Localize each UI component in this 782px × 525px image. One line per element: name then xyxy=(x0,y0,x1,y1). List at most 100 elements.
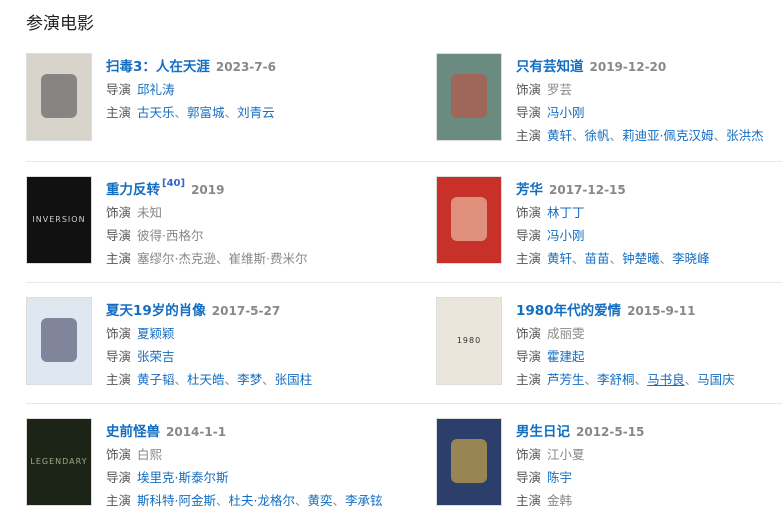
film-title-link[interactable]: 芳华 xyxy=(516,182,543,198)
person-director[interactable]: 张荣吉 xyxy=(137,349,175,364)
separator: 、 xyxy=(224,105,238,120)
person-cast[interactable]: 李梦 xyxy=(237,372,263,387)
film-row: 夏天19岁的肖像 2017-5-27 饰演 夏颖颖 导演 张荣吉 主演 黄子韬、杜天皓、李梦、… xyxy=(26,282,782,404)
person-cast[interactable]: 马国庆 xyxy=(697,372,735,387)
person-cast[interactable]: 黄轩 xyxy=(547,251,573,266)
person-cast[interactable]: 刘青云 xyxy=(237,105,275,120)
person-cast[interactable]: 张洪杰 xyxy=(726,128,764,143)
film-director-line: 导演 彼得·西格尔 xyxy=(106,228,308,244)
person-cast[interactable]: 李舒桐 xyxy=(597,372,635,387)
cast-label: 主演 xyxy=(516,372,542,387)
person-director[interactable]: 冯小刚 xyxy=(547,228,585,243)
film-card: 夏天19岁的肖像 2017-5-27 饰演 夏颖颖 导演 张荣吉 主演 黄子韬、杜天皓、李梦、… xyxy=(26,297,426,397)
film-cast-line: 主演 古天乐、郭富城、刘青云 xyxy=(106,105,276,121)
person-cast[interactable]: 斯科特·阿金斯 xyxy=(137,493,216,508)
film-heading: 夏天19岁的肖像 2017-5-27 xyxy=(106,299,312,319)
film-info: 男生日记 2012-5-15 饰演 江小夏 导演 陈宇 主演 金韩 xyxy=(516,420,644,509)
person-cast[interactable]: 李晓峰 xyxy=(672,251,710,266)
film-card: INVERSION 重力反转 [40] 2019 饰演 未知导演 彼得·西格尔 主演 塞缪尔·杰… xyxy=(26,176,426,276)
film-row: LEGENDARY 史前怪兽 2014-1-1 饰演 白熙 导演 埃里克·斯泰尔斯 主演 斯科特… xyxy=(26,403,782,525)
person-cast[interactable]: 芦芳生 xyxy=(547,372,585,387)
separator: 、 xyxy=(262,372,275,387)
poster-art xyxy=(41,318,77,362)
film-info: 只有芸知道 2019-12-20 饰演 罗芸 导演 冯小刚 主演 黄轩、徐帆、莉迪亚·佩克汉姆… xyxy=(516,55,764,144)
separator: 、 xyxy=(713,128,727,143)
person-cast[interactable]: 古天乐 xyxy=(137,105,175,120)
person-director[interactable]: 冯小刚 xyxy=(547,105,585,120)
film-title-link[interactable]: 1980年代的爱情 xyxy=(516,303,622,319)
film-info: 芳华 2017-12-15 饰演 林丁丁 导演 冯小刚 主演 黄轩、苗苗、钟楚曦、李晓峰 xyxy=(516,178,710,267)
film-title-link[interactable]: 男生日记 xyxy=(516,424,570,440)
film-role-line: 饰演 未知 xyxy=(106,205,308,221)
person-role: 罗芸 xyxy=(547,82,573,97)
poster-art xyxy=(451,439,487,483)
person-cast[interactable]: 钟楚曦 xyxy=(622,251,660,266)
separator: 、 xyxy=(609,251,623,266)
person-role: 未知 xyxy=(137,205,163,220)
film-poster[interactable]: 1980 xyxy=(436,297,502,385)
film-cast-line: 主演 黄轩、苗苗、钟楚曦、李晓峰 xyxy=(516,251,710,267)
film-poster[interactable] xyxy=(436,418,502,506)
film-date: 2019 xyxy=(191,183,225,197)
cast-label: 主演 xyxy=(516,493,542,508)
person-cast[interactable]: 黄轩 xyxy=(547,128,573,143)
film-title-link[interactable]: 重力反转 xyxy=(106,182,160,198)
film-card: 男生日记 2012-5-15 饰演 江小夏 导演 陈宇 主演 金韩 xyxy=(436,418,782,518)
film-poster[interactable]: INVERSION xyxy=(26,176,92,264)
film-cast-line: 主演 黄子韬、杜天皓、李梦、张国柱 xyxy=(106,372,312,388)
person-cast[interactable]: 徐帆 xyxy=(584,128,610,143)
cast-label: 主演 xyxy=(106,105,132,120)
director-label: 导演 xyxy=(516,105,542,120)
film-title-link[interactable]: 夏天19岁的肖像 xyxy=(106,303,206,319)
person-cast[interactable]: 杜夫·龙格尔 xyxy=(228,493,295,508)
person-cast[interactable]: 张国柱 xyxy=(274,372,313,387)
film-poster[interactable]: LEGENDARY xyxy=(26,418,92,506)
film-title-link[interactable]: 只有芸知道 xyxy=(516,59,584,75)
film-cast-line: 主演 黄轩、徐帆、莉迪亚·佩克汉姆、张洪杰 xyxy=(516,128,764,144)
person-cast[interactable]: 苗苗 xyxy=(584,251,610,266)
separator: 、 xyxy=(634,372,648,387)
film-director-line: 导演 张荣吉 xyxy=(106,349,312,365)
section-title: 参演电影 xyxy=(26,14,94,34)
poster-text: 1980 xyxy=(456,336,482,345)
film-row: 扫毒3：人在天涯 2023-7-6 导演 邱礼涛 主演 古天乐、郭富城、刘青云 只有芸知道 2… xyxy=(26,53,782,175)
poster-art xyxy=(41,74,77,118)
film-title-link[interactable]: 扫毒3：人在天涯 xyxy=(106,59,210,75)
person-role[interactable]: 林丁丁 xyxy=(547,205,585,220)
person-director[interactable]: 陈宇 xyxy=(547,470,573,485)
person-cast[interactable]: 杜天皓 xyxy=(187,372,225,387)
cast-label: 主演 xyxy=(106,372,132,387)
film-poster[interactable] xyxy=(26,53,92,141)
person-role[interactable]: 夏颖颖 xyxy=(137,326,175,341)
film-role-line: 饰演 罗芸 xyxy=(516,82,764,98)
citation-ref[interactable]: [40] xyxy=(162,178,186,189)
film-cast-line: 主演 金韩 xyxy=(516,493,644,509)
person-cast[interactable]: 马书良 xyxy=(647,372,685,387)
film-poster[interactable] xyxy=(436,176,502,264)
film-title-link[interactable]: 史前怪兽 xyxy=(106,424,160,440)
person-director[interactable]: 霍建起 xyxy=(547,349,585,364)
person-director[interactable]: 埃里克·斯泰尔斯 xyxy=(137,470,229,485)
person-director: 彼得·西格尔 xyxy=(137,228,204,243)
person-cast[interactable]: 莉迪亚·佩克汉姆 xyxy=(622,128,714,143)
poster-art xyxy=(451,197,487,241)
film-role-line: 饰演 林丁丁 xyxy=(516,205,710,221)
person-cast[interactable]: 黄子韬 xyxy=(137,372,175,387)
person-cast[interactable]: 李承铉 xyxy=(345,493,383,508)
film-heading: 史前怪兽 2014-1-1 xyxy=(106,420,383,440)
person-role: 白熙 xyxy=(137,447,163,462)
film-date: 2012-5-15 xyxy=(576,425,645,439)
person-director[interactable]: 邱礼涛 xyxy=(137,82,175,97)
person-cast[interactable]: 郭富城 xyxy=(187,105,225,120)
film-card: LEGENDARY 史前怪兽 2014-1-1 饰演 白熙 导演 埃里克·斯泰尔斯 主演 斯科特… xyxy=(26,418,426,518)
film-cast-line: 主演 斯科特·阿金斯、杜夫·龙格尔、黄奕、李承铉 xyxy=(106,493,383,509)
role-label: 饰演 xyxy=(516,447,542,462)
cast-label: 主演 xyxy=(106,251,132,266)
poster-text: INVERSION xyxy=(32,215,86,224)
film-poster[interactable] xyxy=(436,53,502,141)
separator: 、 xyxy=(684,372,698,387)
person-cast: 塞缪尔·杰克逊 xyxy=(137,251,216,266)
film-heading: 1980年代的爱情 2015-9-11 xyxy=(516,299,735,319)
film-poster[interactable] xyxy=(26,297,92,385)
person-cast[interactable]: 黄奕 xyxy=(307,493,333,508)
